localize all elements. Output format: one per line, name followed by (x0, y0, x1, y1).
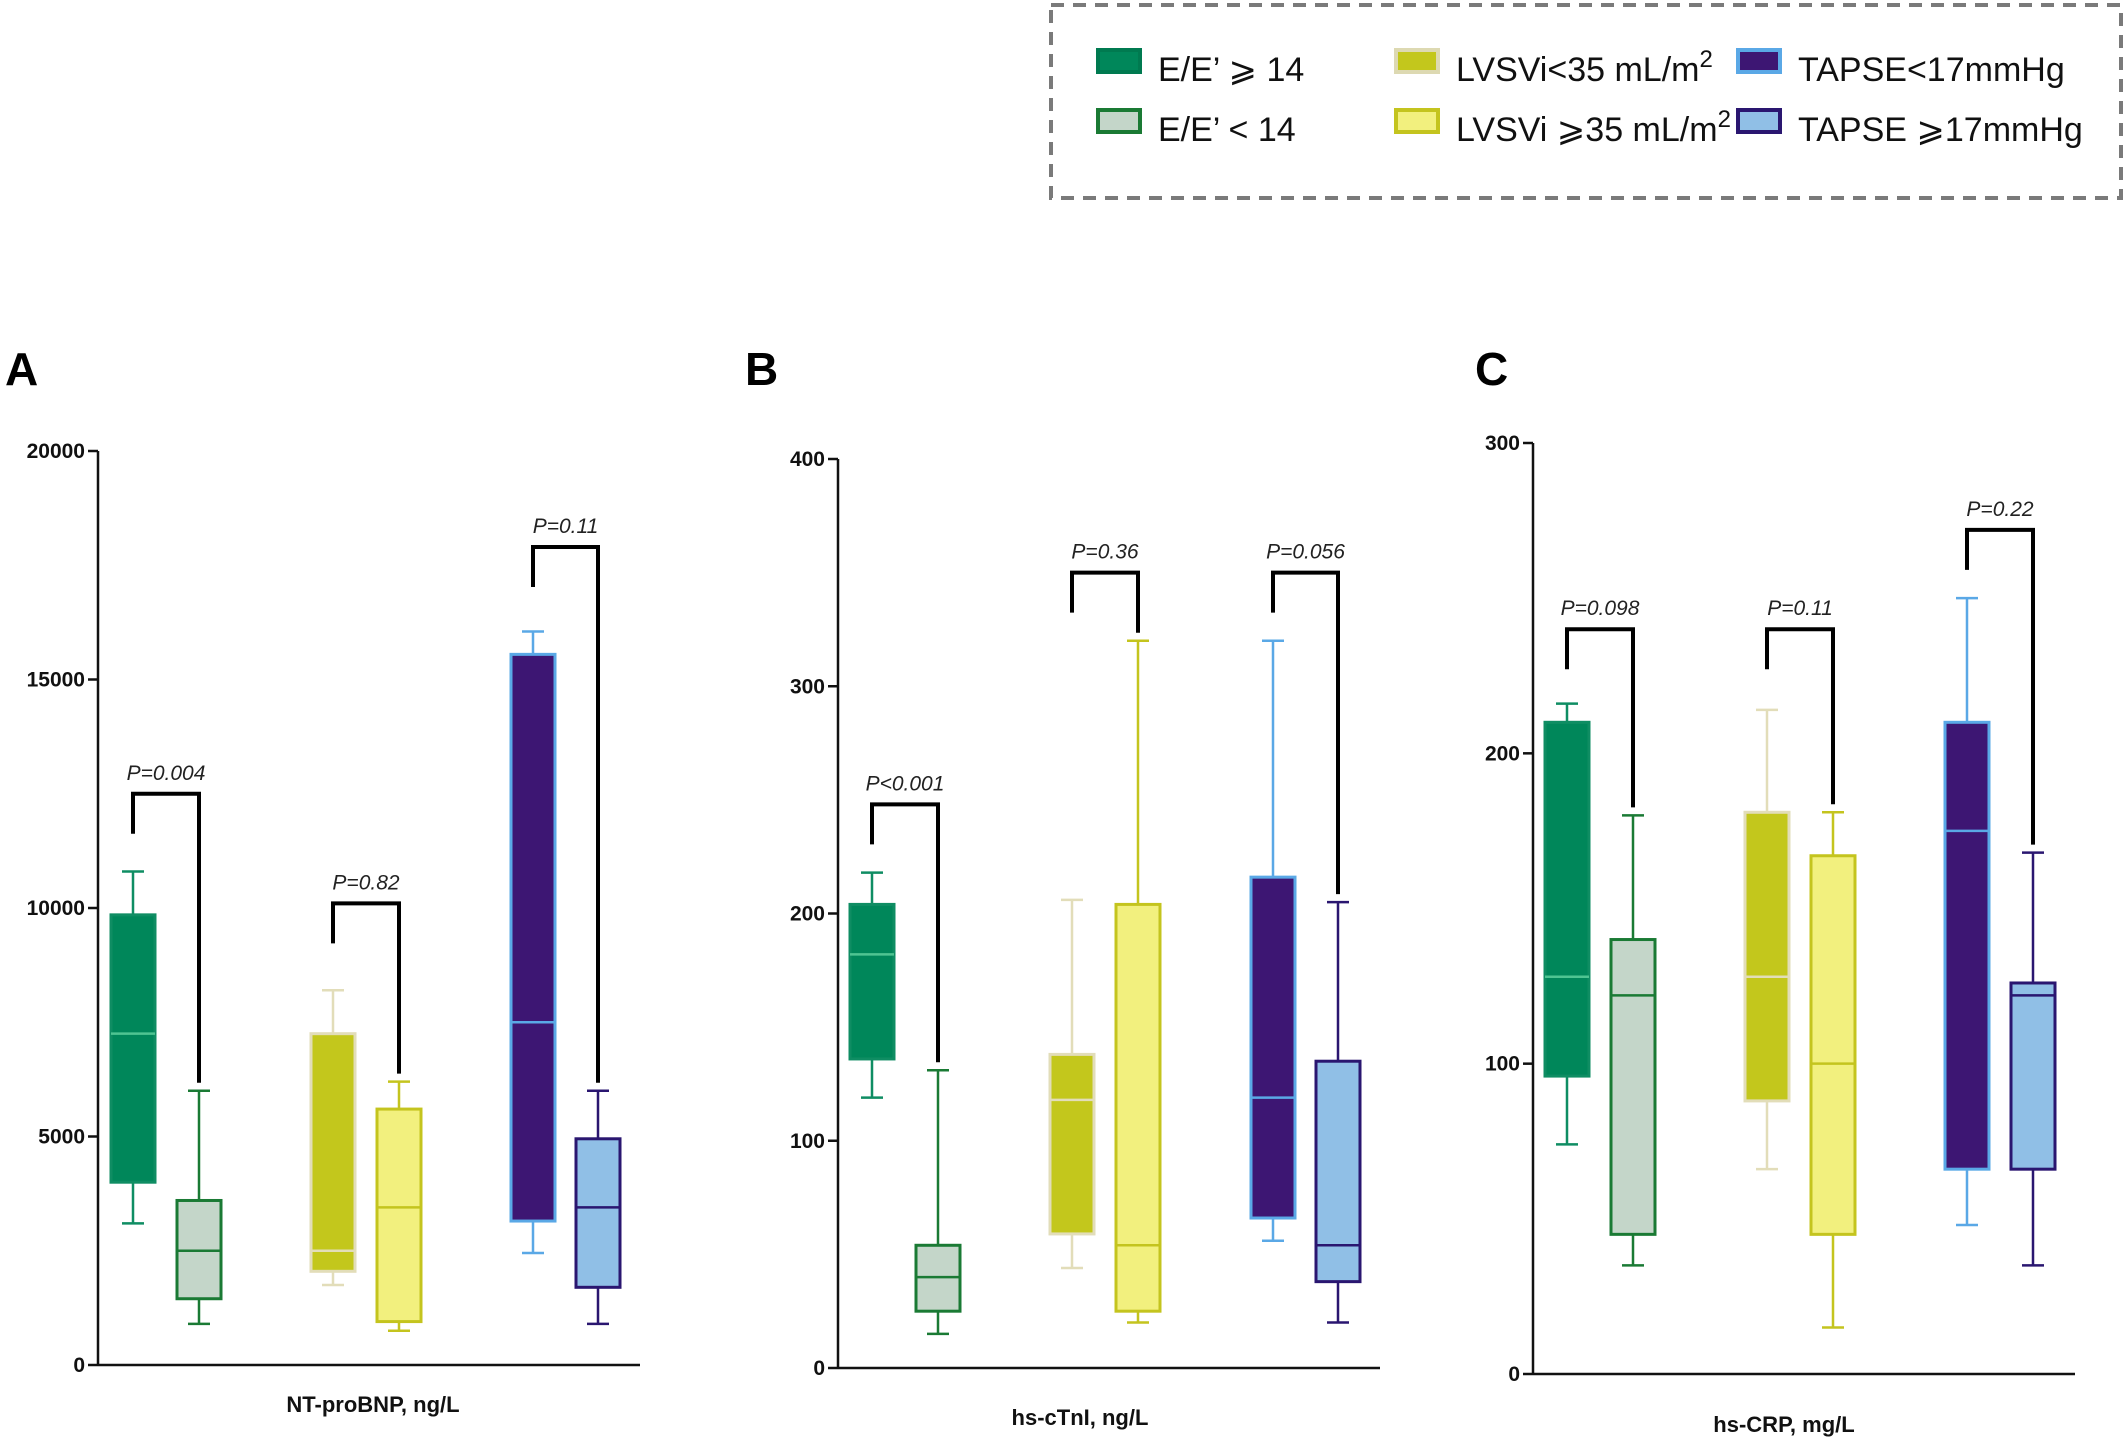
comparison-3: P=0.22 (1965, 498, 2035, 845)
box-5 (1249, 639, 1297, 1242)
box-5 (1943, 596, 1991, 1227)
y-tick-label: 10000 (27, 897, 85, 920)
legend-label: TAPSE<17mmHg (1798, 51, 2065, 89)
box-iqr (509, 652, 557, 1223)
significance-bracket (870, 802, 940, 1063)
legend-swatch (1096, 108, 1142, 134)
box-iqr (1048, 1052, 1096, 1236)
box-1 (1543, 702, 1591, 1146)
legend: E/E’ ⩾ 14 E/E’ < 14 LVSVi<35 mL/m2 LVSVi ⩾3… (1049, 3, 2123, 200)
comparison-2: P=0.11 (1765, 597, 1835, 805)
legend-label: E/E’ < 14 (1158, 111, 1296, 149)
comparison-2: P=0.82 (331, 871, 401, 1074)
comparison-3: P=0.056 (1266, 541, 1345, 895)
box-6 (1314, 900, 1362, 1324)
comparison-1: P=0.098 (1561, 597, 1640, 808)
box-4 (375, 1080, 423, 1332)
significance-bracket (131, 791, 201, 1083)
box-5 (509, 630, 557, 1255)
y-tick-label: 100 (1485, 1053, 1520, 1076)
p-value-label: P=0.82 (332, 871, 399, 894)
box-2 (1609, 814, 1657, 1267)
p-value-label: P=0.098 (1561, 597, 1640, 620)
box-2 (914, 1069, 962, 1336)
box-iqr (848, 902, 896, 1061)
y-tick-label: 100 (790, 1130, 825, 1153)
y-tick-label: 200 (1485, 742, 1520, 765)
p-value-label: P<0.001 (866, 772, 945, 795)
box-6 (574, 1089, 622, 1326)
box-iqr (1943, 720, 1991, 1171)
significance-bracket (1271, 570, 1340, 895)
panel-label-b: B (745, 343, 778, 395)
chart-panel-a: 0 5000 10000 15000 20000 NT-proBNP, ng/L P=0.0… (27, 440, 640, 1417)
y-tick-label: 300 (1485, 432, 1520, 455)
p-value-label: P=0.11 (1767, 597, 1833, 620)
box-iqr (1114, 902, 1162, 1313)
box-iqr (1809, 854, 1857, 1236)
legend-swatch (1736, 108, 1782, 134)
y-tick-label: 20000 (27, 440, 85, 463)
legend-label: LVSVi ⩾35 mL/m2 (1456, 106, 1731, 149)
legend-label: E/E’ ⩾ 14 (1158, 51, 1304, 89)
box-6 (2009, 851, 2057, 1267)
significance-bracket (1565, 627, 1635, 808)
significance-bracket (531, 544, 600, 1083)
legend-swatch (1394, 108, 1440, 134)
box-iqr (375, 1107, 423, 1324)
y-tick-label: 0 (813, 1357, 825, 1380)
y-tick-label: 300 (790, 675, 825, 698)
y-tick-label: 5000 (38, 1126, 85, 1149)
y-tick-label: 400 (790, 448, 825, 471)
box-iqr (574, 1137, 622, 1289)
legend-label: TAPSE ⩾17mmHg (1798, 111, 2083, 149)
comparison-1: P=0.004 (127, 762, 206, 1083)
y-tick-label: 0 (1508, 1363, 1520, 1386)
chart-panel-c: 0 100 200 300 hs-CRP, mg/L P=0.098 P=0.11 P=0.2… (1485, 432, 2075, 1437)
box-iqr (1743, 810, 1791, 1103)
p-value-label: P=0.056 (1266, 541, 1345, 564)
box-2 (175, 1089, 223, 1326)
y-tick-label: 0 (73, 1354, 85, 1377)
legend-swatch (1096, 48, 1142, 74)
legend-border (1049, 3, 2123, 200)
box-3 (1048, 898, 1096, 1270)
x-axis-label: hs-cTnI, ng/L (1012, 1405, 1149, 1430)
p-value-label: P=0.22 (1966, 498, 2033, 521)
legend-label: LVSVi<35 mL/m2 (1456, 46, 1713, 89)
panel-label-a: A (5, 343, 38, 395)
legend-swatch (1394, 48, 1440, 74)
panel-label-c: C (1475, 343, 1508, 395)
box-iqr (1609, 938, 1657, 1236)
comparison-1: P<0.001 (866, 772, 945, 1063)
box-1 (848, 871, 896, 1099)
comparison-2: P=0.36 (1070, 541, 1140, 633)
box-3 (1743, 708, 1791, 1171)
box-iqr (109, 913, 157, 1184)
p-value-label: P=0.004 (127, 762, 206, 785)
y-tick-label: 200 (790, 903, 825, 926)
significance-bracket (1965, 527, 2035, 845)
x-axis-label: hs-CRP, mg/L (1713, 1412, 1854, 1437)
box-3 (309, 989, 357, 1287)
significance-bracket (1765, 627, 1835, 805)
box-iqr (1314, 1059, 1362, 1284)
box-4 (1114, 639, 1162, 1324)
box-iqr (309, 1032, 357, 1273)
significance-bracket (1070, 570, 1140, 633)
box-iqr (2009, 981, 2057, 1171)
box-iqr (1249, 875, 1297, 1220)
p-value-label: P=0.11 (533, 515, 599, 538)
comparison-3: P=0.11 (531, 515, 600, 1083)
chart-panel-b: 0 100 200 300 400 hs-cTnI, ng/L P<0.001 P=0.36 P… (790, 448, 1380, 1430)
legend-swatch (1736, 48, 1782, 74)
p-value-label: P=0.36 (1071, 541, 1138, 564)
box-iqr (1543, 720, 1591, 1078)
box-4 (1809, 811, 1857, 1329)
box-1 (109, 870, 157, 1225)
x-axis-label: NT-proBNP, ng/L (286, 1392, 459, 1417)
significance-bracket (331, 901, 401, 1074)
y-tick-label: 15000 (27, 669, 85, 692)
